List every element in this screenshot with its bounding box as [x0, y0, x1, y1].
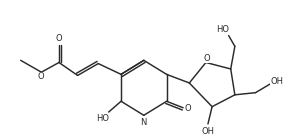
Text: O: O	[204, 54, 210, 63]
Text: HO: HO	[96, 114, 109, 123]
Text: OH: OH	[202, 127, 214, 136]
Text: O: O	[56, 34, 62, 43]
Text: O: O	[185, 104, 192, 113]
Text: O: O	[37, 72, 44, 81]
Text: N: N	[141, 118, 147, 127]
Text: OH: OH	[271, 77, 284, 86]
Text: HO: HO	[216, 25, 229, 34]
